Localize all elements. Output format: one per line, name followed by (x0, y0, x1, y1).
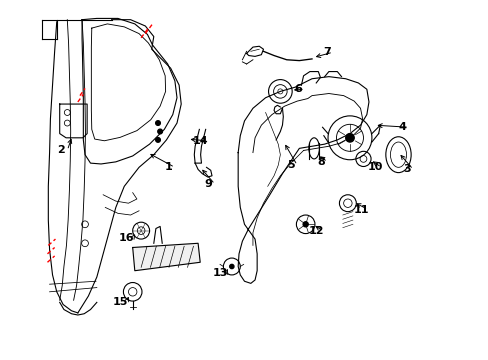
Circle shape (303, 222, 307, 227)
Text: 3: 3 (402, 165, 410, 175)
Text: 6: 6 (294, 84, 302, 94)
Text: 5: 5 (286, 160, 294, 170)
Text: 8: 8 (317, 157, 325, 167)
Polygon shape (132, 243, 200, 271)
Text: 1: 1 (164, 162, 172, 172)
Circle shape (229, 264, 233, 269)
Text: 12: 12 (308, 226, 324, 236)
Text: 4: 4 (398, 122, 406, 132)
Text: 7: 7 (322, 47, 330, 57)
Text: 13: 13 (212, 268, 227, 278)
Circle shape (155, 138, 160, 142)
Circle shape (345, 134, 353, 142)
Circle shape (155, 121, 160, 125)
Text: 9: 9 (204, 179, 212, 189)
Text: 11: 11 (353, 204, 369, 215)
Text: 15: 15 (112, 297, 127, 307)
Text: 16: 16 (118, 233, 134, 243)
Text: 14: 14 (192, 136, 207, 146)
Text: 10: 10 (367, 162, 382, 172)
Text: 2: 2 (57, 145, 65, 156)
Circle shape (158, 129, 162, 134)
